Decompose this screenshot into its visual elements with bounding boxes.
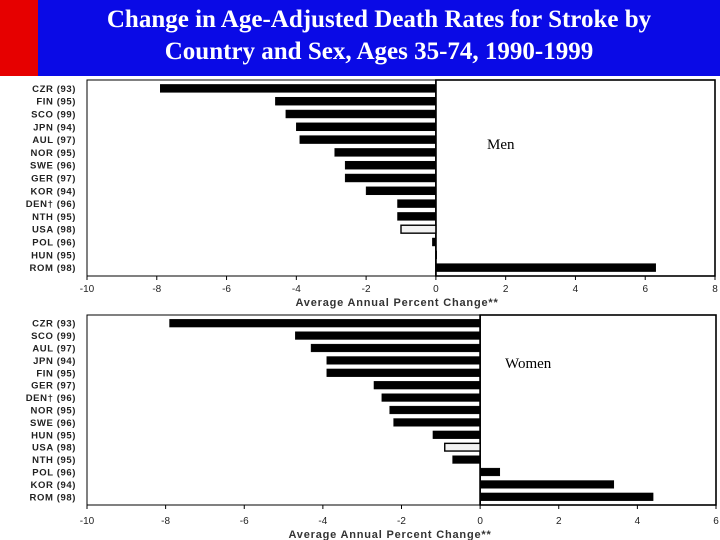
bar [479, 467, 501, 477]
category-label: NTH (95) [32, 455, 76, 466]
category-label: CZR (93) [32, 84, 76, 95]
panel-label: Men [487, 137, 515, 153]
women-chart: CZR (93)SCO (99) AUL (97)JPN (94)FIN (95)… [26, 314, 719, 540]
category-label: CZR (93) [32, 319, 76, 330]
x-tick-label: 2 [503, 284, 509, 295]
category-label: POL (96) [32, 468, 76, 479]
x-tick-label: 0 [433, 284, 439, 295]
bar [326, 356, 481, 365]
category-label: DEN† (96) [26, 393, 76, 404]
x-tick-label: 2 [556, 516, 562, 527]
category-label: DEN† (96) [26, 199, 76, 210]
bar [452, 455, 481, 464]
bar [397, 199, 437, 208]
category-label: SCO (99) [31, 110, 76, 121]
category-label: ROM (98) [30, 263, 77, 274]
bar [479, 480, 615, 489]
category-label: SWE (96) [30, 161, 76, 172]
bar [435, 250, 437, 260]
bar [296, 122, 437, 132]
category-label: JPN (94) [33, 356, 76, 367]
label-box [435, 79, 716, 277]
bar [373, 381, 481, 390]
category-label: AUL (97) [32, 135, 76, 146]
x-tick-label: -6 [222, 284, 231, 295]
label-box [479, 314, 717, 506]
bar [432, 237, 437, 247]
bar [275, 96, 437, 106]
category-label: KOR (94) [31, 480, 76, 491]
category-label: POL (96) [32, 238, 76, 249]
bar [310, 343, 481, 353]
category-label: FIN (95) [36, 368, 76, 379]
category-label: NOR (95) [31, 148, 76, 159]
category-label: SCO (99) [31, 331, 76, 342]
x-tick-label: -10 [80, 516, 95, 527]
bar [444, 442, 481, 452]
category-label: USA (98) [32, 443, 76, 454]
category-label: GER (97) [31, 174, 76, 185]
x-tick-label: -6 [240, 516, 249, 527]
x-tick-label: 4 [635, 516, 641, 527]
bar [381, 393, 481, 402]
category-label: HUN (95) [31, 430, 76, 441]
x-tick-label: -4 [318, 516, 327, 527]
x-tick-label: -2 [362, 284, 371, 295]
x-tick-label: -2 [397, 516, 406, 527]
category-label: KOR (94) [31, 186, 76, 197]
category-label: FIN (95) [36, 97, 76, 108]
bar [365, 186, 437, 196]
bar [334, 148, 437, 157]
x-axis-label: Average Annual Percent Change** [295, 297, 498, 309]
x-axis-label: Average Annual Percent Change** [288, 529, 491, 540]
bar [432, 430, 481, 439]
panel-label: Women [505, 356, 552, 372]
bar [344, 160, 437, 170]
category-label: JPN (94) [33, 122, 76, 133]
category-label: NTH (95) [32, 212, 76, 223]
category-label: USA (98) [32, 225, 76, 236]
category-label: AUL (97) [32, 344, 76, 355]
bar [400, 224, 437, 234]
x-tick-label: 4 [573, 284, 579, 295]
men-chart: CZR (93) FIN (95) SCO (99)JPN (94) AUL (97)… [26, 79, 718, 309]
bar [344, 173, 437, 183]
x-tick-label: 6 [713, 516, 719, 527]
title-accent-strip [0, 0, 38, 76]
bar [169, 319, 481, 328]
page-title: Change in Age-Adjusted Death Rates for S… [38, 4, 720, 68]
bar [479, 492, 654, 501]
x-tick-label: 0 [477, 516, 483, 527]
bar [295, 331, 481, 340]
x-tick-label: -8 [152, 284, 161, 295]
category-label: SWE (96) [30, 418, 76, 429]
category-label: GER (97) [31, 381, 76, 392]
bar [389, 405, 481, 415]
category-label: NOR (95) [31, 406, 76, 417]
title-line-1: Change in Age-Adjusted Death Rates for S… [106, 6, 652, 33]
bar [326, 368, 481, 377]
x-tick-label: 6 [642, 284, 648, 295]
x-tick-label: -10 [80, 284, 95, 295]
bar [299, 135, 437, 144]
category-label: HUN (95) [31, 250, 76, 261]
bar [435, 263, 656, 272]
title-line-2: Country and Sex, Ages 35-74, 1990-1999 [164, 38, 594, 65]
x-tick-label: -8 [161, 516, 170, 527]
x-tick-label: -4 [292, 284, 301, 295]
title-bar [0, 0, 720, 76]
x-tick-label: 8 [712, 284, 718, 295]
bar [393, 418, 481, 427]
bar [285, 109, 437, 119]
bar [397, 212, 437, 221]
bar [160, 84, 437, 93]
category-label: ROM (98) [30, 492, 77, 503]
